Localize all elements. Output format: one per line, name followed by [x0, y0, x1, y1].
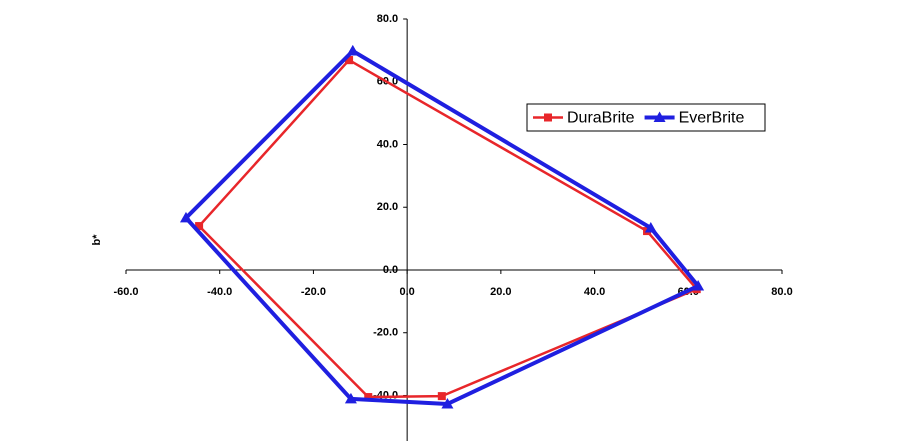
- marker: [346, 45, 359, 56]
- marker: [364, 393, 373, 402]
- y-axis-label: b*: [91, 234, 103, 246]
- marker: [692, 279, 705, 291]
- x-tick-label: 80.0: [771, 286, 792, 298]
- marker: [179, 211, 192, 223]
- marker: [644, 221, 657, 233]
- x-tick-label: -60.0: [113, 286, 138, 298]
- x-tick-label: 20.0: [490, 286, 511, 298]
- marker: [441, 397, 454, 409]
- y-tick-label: -40.0: [373, 389, 398, 401]
- legend-marker: [544, 113, 552, 122]
- x-tick-label: 0.0: [399, 286, 414, 298]
- marker: [195, 222, 204, 231]
- marker: [344, 392, 357, 404]
- y-tick-label: 40.0: [377, 138, 398, 150]
- y-tick-label: 20.0: [377, 201, 398, 213]
- marker: [437, 392, 446, 401]
- y-tick-label: 80.0: [377, 13, 398, 25]
- y-tick-label: 0.0: [383, 264, 398, 276]
- y-tick-label: -20.0: [373, 327, 398, 339]
- x-tick-label: -40.0: [207, 286, 232, 298]
- legend-marker: [653, 111, 666, 122]
- legend-label: EverBrite: [679, 110, 745, 127]
- marker: [345, 56, 354, 65]
- x-tick-label: -20.0: [301, 286, 326, 298]
- x-tick-label: 40.0: [584, 286, 605, 298]
- legend-label: DuraBrite: [567, 110, 635, 127]
